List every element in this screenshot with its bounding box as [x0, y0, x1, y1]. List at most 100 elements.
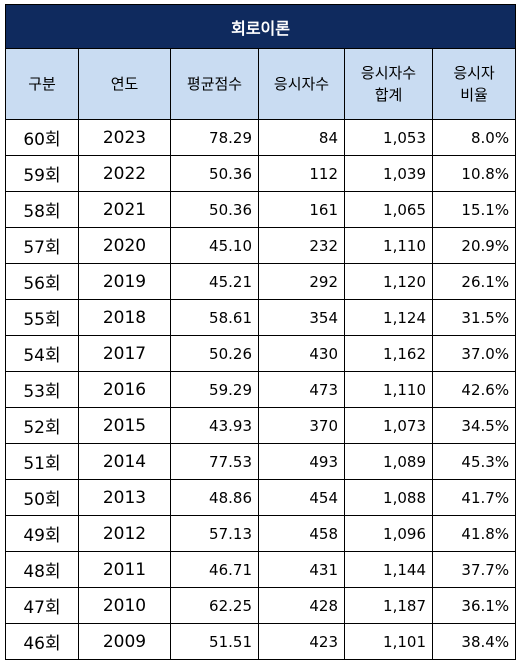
table-row: 57회 2020 45.10 232 1,110 20.9%	[5, 227, 517, 264]
table-row: 52회 2015 43.93 370 1,073 34.5%	[5, 407, 517, 444]
cell-applicant-ratio: 20.9%	[431, 227, 517, 264]
cell-total-applicants: 1,144	[344, 551, 433, 588]
cell-round: 58회	[5, 191, 79, 228]
cell-average-score: 59.29	[170, 371, 259, 408]
cell-year: 2023	[78, 119, 171, 156]
cell-round: 54회	[5, 335, 79, 372]
cell-total-applicants: 1,101	[344, 623, 433, 660]
cell-average-score: 45.10	[170, 227, 259, 264]
table-row: 47회 2010 62.25 428 1,187 36.1%	[5, 587, 517, 624]
cell-total-applicants: 1,073	[344, 407, 433, 444]
cell-average-score: 50.36	[170, 155, 259, 192]
table-row: 60회 2023 78.29 84 1,053 8.0%	[5, 119, 517, 156]
cell-round: 48회	[5, 551, 79, 588]
cell-average-score: 48.86	[170, 479, 259, 516]
table-header-row: 구분 연도 평균점수 응시자수 응시자수 합계 응시자 비율	[5, 48, 517, 120]
cell-total-applicants: 1,110	[344, 227, 433, 264]
header-average-score: 평균점수	[170, 48, 259, 120]
cell-year: 2010	[78, 587, 171, 624]
cell-total-applicants: 1,124	[344, 299, 433, 336]
header-total-applicants: 응시자수 합계	[344, 48, 433, 120]
cell-round: 53회	[5, 371, 79, 408]
table-row: 48회 2011 46.71 431 1,144 37.7%	[5, 551, 517, 588]
cell-round: 57회	[5, 227, 79, 264]
cell-applicants: 292	[258, 263, 345, 300]
cell-round: 60회	[5, 119, 79, 156]
cell-applicants: 354	[258, 299, 345, 336]
cell-average-score: 43.93	[170, 407, 259, 444]
cell-applicants: 458	[258, 515, 345, 552]
cell-year: 2013	[78, 479, 171, 516]
cell-applicant-ratio: 42.6%	[431, 371, 517, 408]
cell-applicants: 423	[258, 623, 345, 660]
cell-applicants: 370	[258, 407, 345, 444]
cell-year: 2022	[78, 155, 171, 192]
table-body: 60회 2023 78.29 84 1,053 8.0% 59회 2022 50.36 112 1,…	[5, 119, 517, 660]
cell-year: 2012	[78, 515, 171, 552]
cell-round: 49회	[5, 515, 79, 552]
cell-average-score: 62.25	[170, 587, 259, 624]
header-category: 구분	[5, 48, 79, 120]
cell-applicants: 493	[258, 443, 345, 480]
table-row: 56회 2019 45.21 292 1,120 26.1%	[5, 263, 517, 300]
cell-round: 52회	[5, 407, 79, 444]
cell-applicant-ratio: 45.3%	[431, 443, 517, 480]
cell-average-score: 46.71	[170, 551, 259, 588]
cell-applicants: 431	[258, 551, 345, 588]
cell-average-score: 50.26	[170, 335, 259, 372]
cell-applicant-ratio: 37.7%	[431, 551, 517, 588]
cell-applicants: 430	[258, 335, 345, 372]
cell-year: 2009	[78, 623, 171, 660]
cell-year: 2011	[78, 551, 171, 588]
cell-applicants: 473	[258, 371, 345, 408]
cell-applicants: 84	[258, 119, 345, 156]
table-row: 49회 2012 57.13 458 1,096 41.8%	[5, 515, 517, 552]
cell-year: 2016	[78, 371, 171, 408]
exam-stats-table-wrapper: 회로이론 구분 연도 평균점수 응시자수 응시자수 합계 응시자 비율 60회 2…	[4, 4, 517, 660]
cell-average-score: 58.61	[170, 299, 259, 336]
cell-applicants: 454	[258, 479, 345, 516]
cell-applicant-ratio: 41.8%	[431, 515, 517, 552]
cell-applicant-ratio: 34.5%	[431, 407, 517, 444]
cell-total-applicants: 1,089	[344, 443, 433, 480]
cell-applicant-ratio: 41.7%	[431, 479, 517, 516]
cell-average-score: 45.21	[170, 263, 259, 300]
cell-applicant-ratio: 36.1%	[431, 587, 517, 624]
cell-applicants: 161	[258, 191, 345, 228]
cell-year: 2015	[78, 407, 171, 444]
cell-total-applicants: 1,187	[344, 587, 433, 624]
cell-applicants: 232	[258, 227, 345, 264]
cell-applicant-ratio: 38.4%	[431, 623, 517, 660]
table-row: 54회 2017 50.26 430 1,162 37.0%	[5, 335, 517, 372]
cell-year: 2019	[78, 263, 171, 300]
table-row: 50회 2013 48.86 454 1,088 41.7%	[5, 479, 517, 516]
table-row: 51회 2014 77.53 493 1,089 45.3%	[5, 443, 517, 480]
cell-applicants: 112	[258, 155, 345, 192]
cell-year: 2020	[78, 227, 171, 264]
cell-applicant-ratio: 37.0%	[431, 335, 517, 372]
cell-applicant-ratio: 26.1%	[431, 263, 517, 300]
cell-applicant-ratio: 8.0%	[431, 119, 517, 156]
cell-total-applicants: 1,120	[344, 263, 433, 300]
table-row: 53회 2016 59.29 473 1,110 42.6%	[5, 371, 517, 408]
table-title: 회로이론	[4, 4, 517, 49]
table-row: 55회 2018 58.61 354 1,124 31.5%	[5, 299, 517, 336]
cell-applicant-ratio: 10.8%	[431, 155, 517, 192]
cell-total-applicants: 1,053	[344, 119, 433, 156]
cell-round: 47회	[5, 587, 79, 624]
cell-average-score: 78.29	[170, 119, 259, 156]
table-row: 59회 2022 50.36 112 1,039 10.8%	[5, 155, 517, 192]
header-year: 연도	[78, 48, 171, 120]
table-title-row: 회로이론	[4, 4, 517, 49]
cell-applicants: 428	[258, 587, 345, 624]
cell-year: 2014	[78, 443, 171, 480]
cell-round: 50회	[5, 479, 79, 516]
cell-total-applicants: 1,065	[344, 191, 433, 228]
cell-total-applicants: 1,039	[344, 155, 433, 192]
cell-average-score: 57.13	[170, 515, 259, 552]
cell-total-applicants: 1,110	[344, 371, 433, 408]
cell-round: 51회	[5, 443, 79, 480]
cell-year: 2021	[78, 191, 171, 228]
cell-average-score: 50.36	[170, 191, 259, 228]
cell-round: 46회	[5, 623, 79, 660]
